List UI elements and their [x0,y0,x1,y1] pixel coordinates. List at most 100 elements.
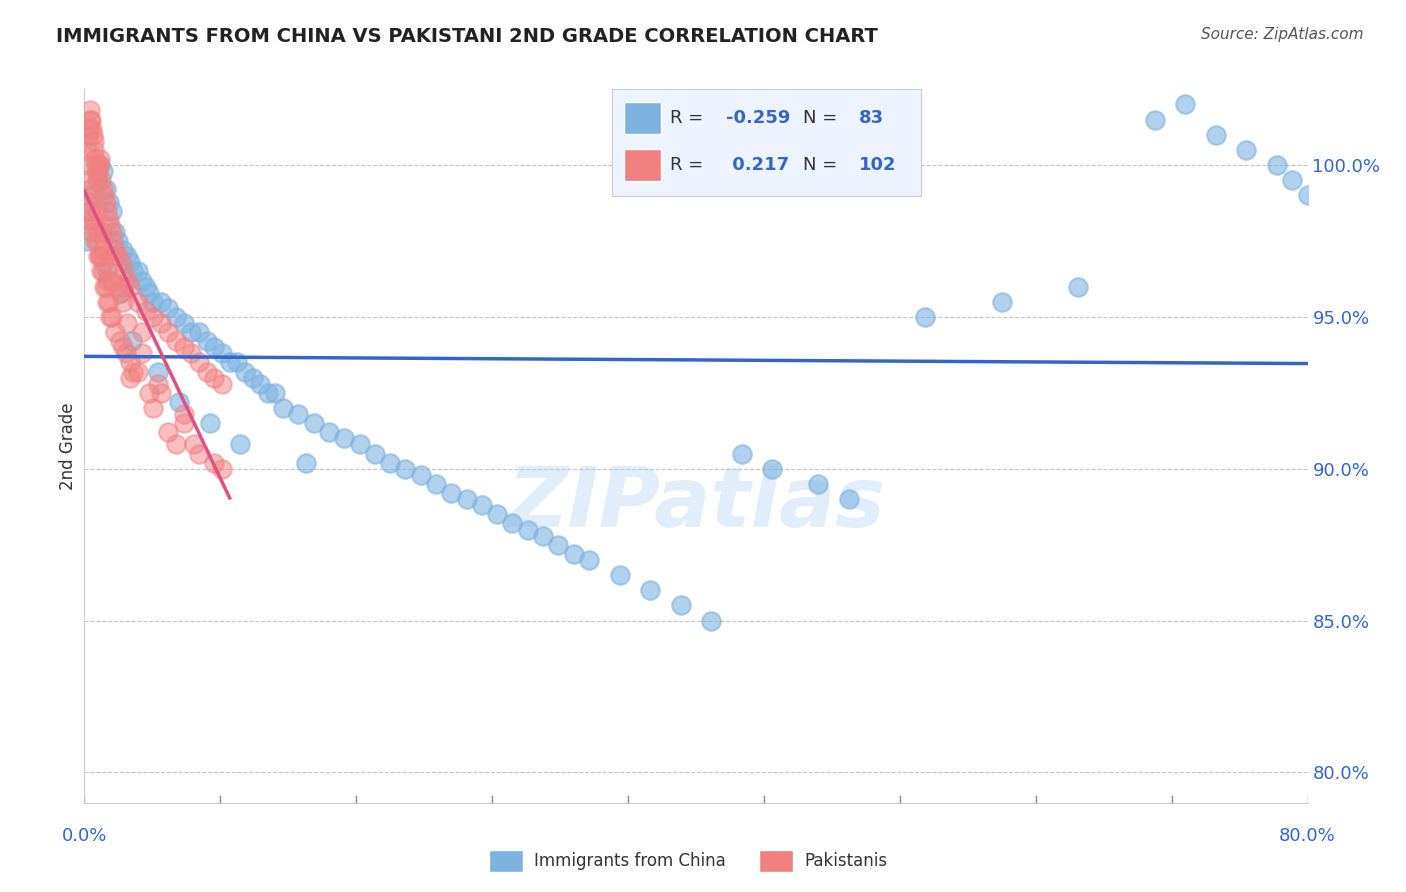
Point [149,294,172,309]
Point [165,334,187,349]
Point [91,182,114,196]
Point [115,316,138,330]
Point [1296,188,1319,202]
Point [700,614,723,628]
Point [1281,173,1303,187]
Point [96,203,118,218]
Point [425,477,447,491]
Point [135,279,157,293]
Point [502,516,524,531]
Text: 80.0%: 80.0% [1279,827,1336,845]
Point [98,310,121,324]
Text: 102: 102 [859,156,897,174]
Point [93,188,115,202]
Text: -0.259: -0.259 [725,109,790,127]
Point [82,128,104,142]
Point [218,355,240,369]
Point [173,340,195,354]
Point [364,447,387,461]
Point [94,279,117,293]
Point [211,376,233,391]
Point [84,234,107,248]
Text: 83: 83 [859,109,884,127]
Point [295,456,318,470]
Point [1236,143,1258,157]
Point [638,583,661,598]
Point [86,164,108,178]
Point [94,182,117,196]
Point [91,255,114,269]
Point [91,164,114,178]
Point [731,447,754,461]
Point [486,508,509,522]
Point [91,243,114,257]
Point [90,173,112,187]
Point [287,407,309,421]
Point [146,376,169,391]
Point [440,486,463,500]
Point [609,568,631,582]
FancyBboxPatch shape [624,149,661,181]
Point [91,264,114,278]
Point [83,219,105,233]
Point [76,234,98,248]
Point [202,456,225,470]
Point [83,134,105,148]
Point [456,492,478,507]
Point [97,294,120,309]
Point [101,203,124,218]
Point [264,385,287,400]
Point [101,273,124,287]
Point [173,407,195,421]
Point [173,316,195,330]
Point [211,346,233,360]
Point [991,294,1014,309]
Point [83,188,105,202]
Point [188,325,211,339]
Point [91,225,114,239]
FancyBboxPatch shape [489,849,523,872]
Point [90,264,112,278]
Point [122,365,145,379]
Point [121,334,143,349]
Point [83,212,105,227]
Point [96,264,118,278]
Point [1143,112,1166,127]
Point [226,355,249,369]
Point [104,325,127,339]
Point [86,234,108,248]
Point [89,249,111,263]
Point [80,225,103,239]
Point [202,340,225,354]
Point [547,538,569,552]
Point [198,416,221,430]
Point [111,294,134,309]
Point [87,158,110,172]
Point [120,255,142,269]
Text: IMMIGRANTS FROM CHINA VS PAKISTANI 2ND GRADE CORRELATION CHART: IMMIGRANTS FROM CHINA VS PAKISTANI 2ND G… [56,27,879,45]
Point [87,249,110,263]
Point [1205,128,1227,142]
Text: Immigrants from China: Immigrants from China [534,852,725,870]
Point [96,294,118,309]
Point [97,212,120,227]
Point [80,112,103,127]
Point [87,164,110,178]
Point [131,346,153,360]
Text: N =: N = [803,109,844,127]
Point [108,334,131,349]
Point [115,273,138,287]
Point [249,376,271,391]
Point [380,456,402,470]
Point [531,528,554,542]
Point [1265,158,1288,172]
Text: 0.0%: 0.0% [62,827,107,845]
Point [107,234,129,248]
Point [101,273,124,287]
Point [101,310,124,324]
Point [1067,279,1090,293]
Point [75,173,97,187]
Point [101,225,124,239]
Point [394,462,416,476]
Point [1174,97,1197,112]
